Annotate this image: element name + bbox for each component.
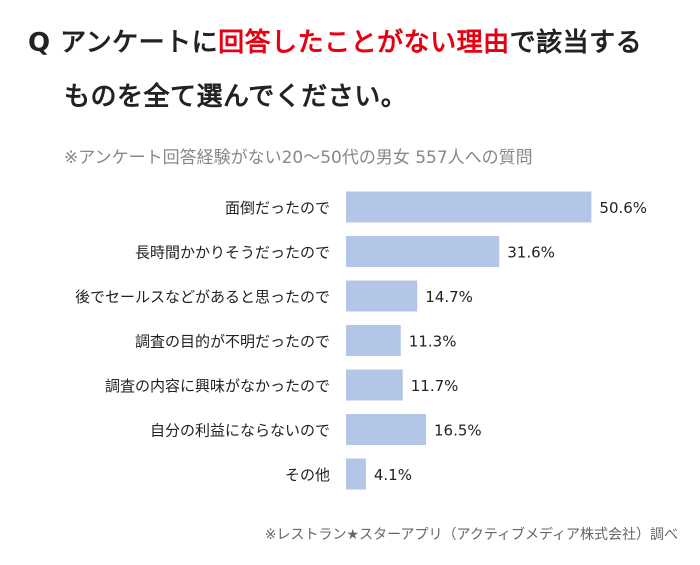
bar-chart-svg: 面倒だったので 50.6% 長時間かかりそうだったので 31.6% 後でセールスなどがあ… (75, 191, 647, 490)
value-label: 14.7% (425, 288, 473, 306)
bar (346, 191, 592, 223)
bar (346, 414, 427, 445)
category-label: 調査の目的が不明だったので (135, 333, 330, 351)
bar (346, 325, 401, 356)
bar (346, 280, 418, 312)
bar-chart: 面倒だったので 50.6% 長時間かかりそうだったので 31.6% 後でセールスなどがあ… (0, 190, 700, 510)
value-label: 50.6% (599, 199, 647, 217)
category-label: 調査の内容に興味がなかったので (105, 377, 330, 395)
question-mark: Q (28, 28, 51, 58)
bar (346, 236, 500, 267)
title-highlight: 回答したことがない理由 (218, 28, 510, 58)
source-note: ※レストラン★スターアプリ（アクティブメディア株式会社）調べ (264, 527, 678, 543)
category-label: その他 (285, 466, 330, 484)
value-label: 11.3% (409, 333, 457, 351)
title-pre: アンケートに (60, 28, 219, 58)
category-label: 長時間かかりそうだったので (135, 244, 330, 262)
bar (346, 369, 403, 401)
value-label: 16.5% (434, 422, 482, 440)
category-label: 自分の利益にならないので (150, 422, 330, 440)
title-post: で該当する (509, 28, 643, 58)
value-label: 4.1% (374, 466, 412, 484)
survey-note: ※アンケート回答経験がない20～50代の男女 557人への質問 (64, 148, 533, 168)
category-label: 面倒だったので (225, 199, 330, 217)
bar (346, 458, 366, 490)
question-title: Q アンケートに回答したことがない理由で該当する (28, 22, 642, 59)
value-label: 31.6% (507, 244, 555, 262)
question-title-line2: ものを全て選んでください。 (64, 82, 408, 112)
value-label: 11.7% (411, 377, 459, 395)
category-label: 後でセールスなどがあると思ったので (75, 288, 330, 306)
